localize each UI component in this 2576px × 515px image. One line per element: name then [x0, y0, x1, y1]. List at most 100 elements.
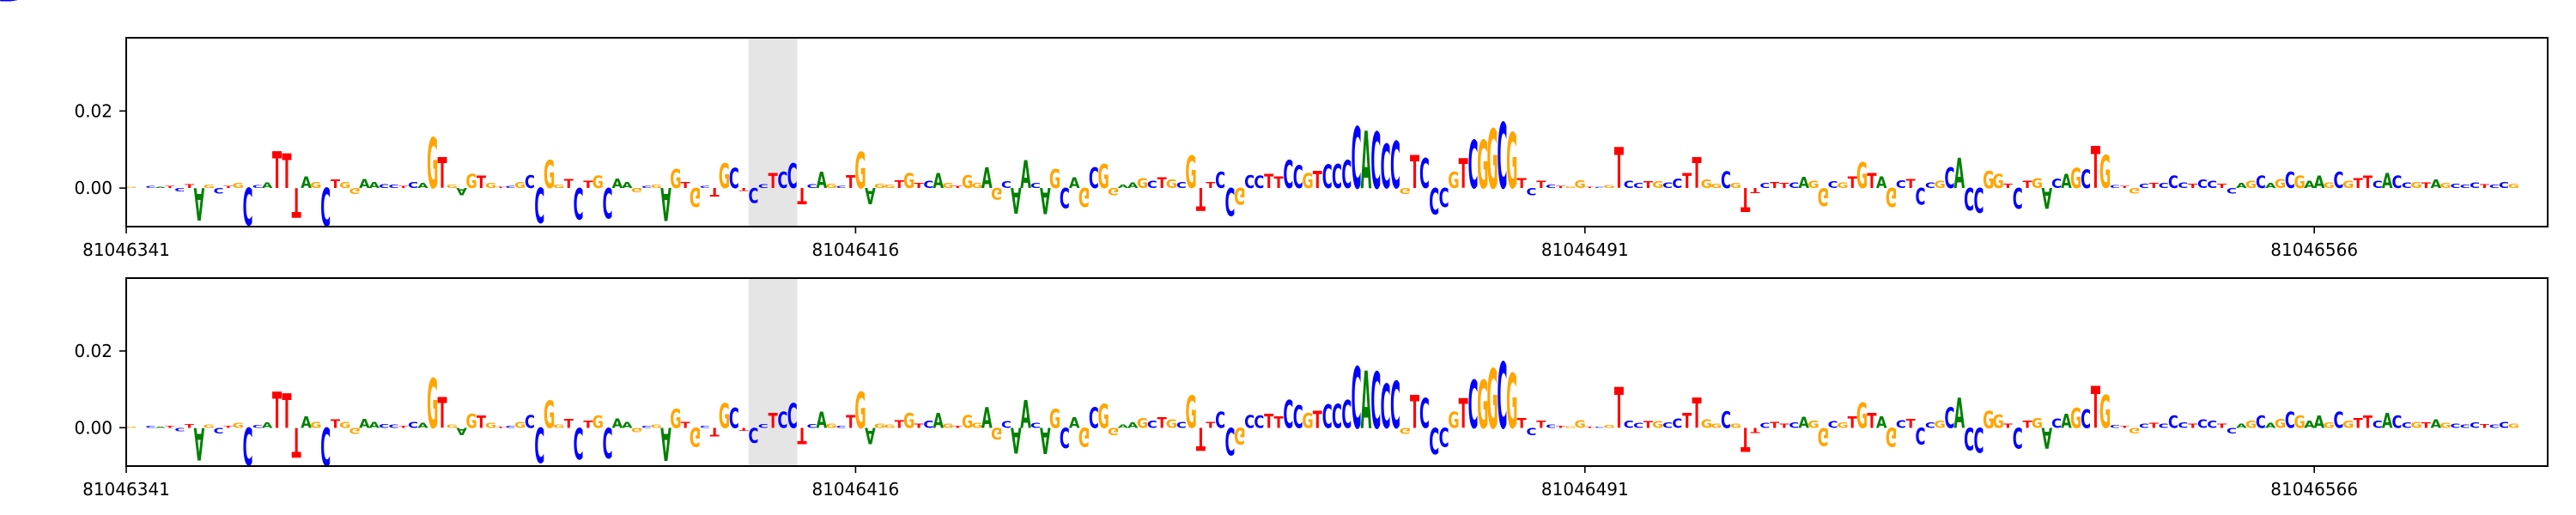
logo-letter-G: G	[204, 185, 215, 190]
logo-letter-T: T	[165, 425, 174, 428]
logo-letter-G: G	[1837, 182, 1848, 191]
x-tick-label: 81046491	[1541, 479, 1629, 500]
logo-letter-G: G	[1477, 368, 1488, 445]
logo-letter-C: C	[2450, 183, 2460, 190]
logo-letter-G: G	[1730, 182, 1741, 190]
logo-letter-G: G	[719, 397, 730, 437]
logo-letter-G: G	[2070, 403, 2081, 435]
logo-letter-G: G	[2245, 179, 2257, 191]
logo-letter-A: A	[865, 182, 876, 208]
logo-letter-G: G	[1856, 156, 1868, 197]
logo-letter-T: T	[710, 425, 720, 438]
logo-letter-G: G	[1701, 417, 1712, 431]
logo-letter-A: A	[456, 185, 467, 197]
logo-letter-C: C	[1662, 182, 1673, 191]
logo-letter-C: C	[1925, 421, 1935, 430]
logo-letter-C: C	[1789, 182, 1799, 191]
logo-letter-T: T	[953, 185, 963, 189]
logo-letter-G: G	[233, 182, 244, 190]
logo-letter-A: A	[0, 0, 33, 21]
logo-letter-A: A	[2382, 409, 2393, 433]
logo-letter-G: G	[1487, 112, 1498, 209]
logo-letter-C: C	[2081, 404, 2091, 434]
logo-letter-C: C	[2178, 182, 2188, 191]
x-tick-label: 81046416	[811, 239, 899, 260]
logo-letter-C: C	[1468, 368, 1479, 445]
y-tick-label: 0.02	[74, 100, 112, 121]
logo-letter-C: C	[1662, 421, 1673, 430]
logo-letter-C: C	[1925, 182, 1935, 191]
logo-letter-T: T	[1643, 420, 1654, 430]
logo-letter-G: G	[1652, 180, 1663, 191]
logo-letter-A: A	[816, 168, 827, 194]
logo-letter-C: C	[1215, 409, 1225, 434]
logo-letter-T: T	[223, 425, 233, 428]
logo-letter-A: A	[1127, 182, 1139, 191]
x-tick-label: 81046341	[82, 239, 170, 260]
logo-letter-T: T	[1157, 175, 1168, 191]
logo-letter-G: G	[854, 384, 866, 441]
logo-letter-C: C	[2499, 181, 2509, 191]
logo-letter-T: T	[681, 180, 691, 191]
logo-letter-C: C	[923, 179, 933, 191]
logo-letter-T: T	[331, 418, 340, 431]
logo-letter-T: T	[1517, 175, 1527, 191]
logo-letter-G: G	[1400, 425, 1411, 434]
logo-letter-A: A	[1118, 424, 1130, 429]
logo-letter-C: C	[2159, 182, 2169, 190]
x-tick-label: 81046491	[1541, 239, 1629, 260]
logo-letter-A: A	[417, 182, 428, 190]
logo-letter-G: G	[1983, 407, 1994, 434]
logo-letter-C: C	[777, 409, 787, 434]
logo-letter-G: G	[651, 184, 662, 189]
logo-letter-A: A	[981, 403, 993, 435]
logo-letter-G: G	[903, 409, 914, 433]
logo-letter-C: C	[1672, 176, 1682, 191]
logo-letter-C: C	[749, 183, 759, 207]
logo-letter-C: C	[758, 184, 769, 190]
logo-letter-G: G	[1983, 167, 1994, 195]
logo-letter-C: C	[1896, 179, 1906, 191]
logo-letter-C: C	[0, 0, 32, 21]
logo-letter-G: G	[1574, 419, 1585, 431]
logo-letter-A: A	[1040, 179, 1051, 220]
logo-letter-C: C	[1293, 159, 1303, 196]
logo-letter-C: C	[835, 425, 846, 428]
logo-letter-G: G	[1574, 179, 1585, 191]
logo-letter-A: A	[660, 177, 671, 229]
logo-letter-C: C	[0, 0, 32, 21]
logo-letter-T: T	[1459, 391, 1468, 439]
x-tick-label: 81046566	[2270, 239, 2358, 260]
logo-letter-T: T	[331, 179, 340, 191]
logo-letter-C: C	[729, 403, 739, 433]
logo-letter-T: T	[272, 382, 282, 440]
logo-letter-C: C	[1633, 182, 1643, 190]
logo-letter-A: A	[816, 409, 827, 434]
logo-letter-C: C	[145, 425, 155, 428]
logo-letter-A: A	[1876, 414, 1887, 432]
logo-letter-A: A	[2061, 410, 2072, 433]
logo-letter-A: A	[359, 177, 370, 191]
logo-letter-G: G	[1603, 424, 1614, 428]
logo-letter-G: G	[2070, 163, 2081, 196]
logo-letter-A: A	[865, 421, 876, 447]
logo-letter-C: C	[2227, 185, 2237, 194]
logo-letter-T: T	[2354, 415, 2363, 432]
logo-letter-C: C	[2013, 420, 2023, 452]
logo-letter-G: G	[310, 180, 321, 191]
logo-letter-T: T	[438, 389, 447, 439]
plot-frame	[125, 277, 2549, 467]
logo-letter-A: A	[359, 416, 370, 431]
logo-letter-G: G	[1166, 179, 1177, 191]
logo-letter-G: G	[651, 423, 662, 428]
logo-letter-T: T	[914, 421, 924, 429]
logo-letter-T: T	[1313, 407, 1323, 434]
logo-letter-T: T	[1536, 179, 1546, 191]
logo-letter-G: G	[2294, 413, 2306, 433]
logo-letter-A: A	[155, 427, 166, 428]
logo-letter-G: G	[631, 427, 642, 433]
logo-letter-T: T	[1157, 415, 1168, 431]
logo-letter-C: C	[806, 184, 817, 190]
logo-letter-G: G	[942, 421, 953, 429]
